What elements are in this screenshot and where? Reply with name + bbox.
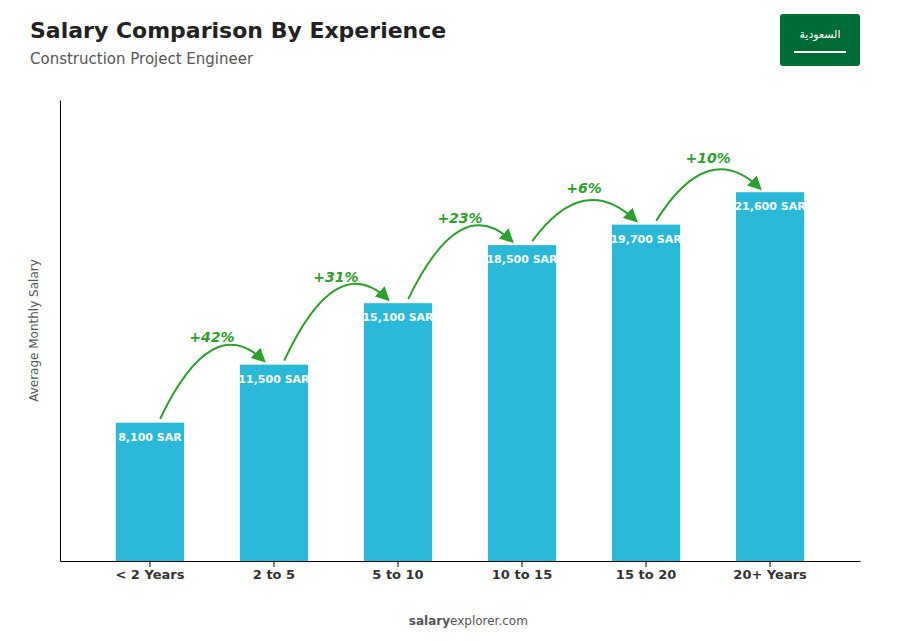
bar bbox=[240, 365, 308, 561]
marks bbox=[116, 169, 804, 561]
footer-bold: salary bbox=[409, 614, 450, 628]
badge: السعودية bbox=[780, 14, 860, 66]
bar bbox=[116, 423, 184, 561]
x-tick-label: < 2 Years bbox=[115, 567, 184, 582]
y-axis bbox=[60, 101, 61, 562]
x-tick-mark bbox=[273, 561, 274, 567]
change-label: +31% bbox=[313, 269, 358, 285]
badge-label: السعودية bbox=[799, 28, 840, 41]
x-tick: < 2 Years bbox=[115, 561, 184, 582]
title: Salary Comparison By Experience bbox=[30, 18, 446, 43]
data-label: 18,500 SAR bbox=[486, 253, 558, 266]
data-labels: 8,100 SAR 11,500 SAR 15,100 SAR 18,500 SAR 1… bbox=[118, 200, 806, 444]
badge-sword bbox=[794, 51, 846, 53]
data-label: 15,100 SAR bbox=[362, 311, 434, 324]
x-tick-mark bbox=[149, 561, 150, 567]
x-tick-mark bbox=[646, 561, 647, 567]
chart: < 2 Years 2 to 5 5 to 10 10 to 15 15 to 20 20… bbox=[0, 0, 900, 641]
y-axis-line bbox=[60, 101, 61, 562]
bar bbox=[364, 303, 432, 561]
footer-rest: explorer.com bbox=[450, 614, 528, 628]
change-label: +23% bbox=[437, 210, 482, 226]
x-tick-mark bbox=[522, 561, 523, 567]
x-tick: 5 to 10 bbox=[372, 561, 423, 582]
x-tick-label: 2 to 5 bbox=[253, 567, 295, 582]
data-label: 21,600 SAR bbox=[734, 200, 806, 213]
change-label: +6% bbox=[566, 180, 602, 196]
x-tick: 2 to 5 bbox=[253, 561, 295, 582]
bar bbox=[736, 192, 804, 561]
x-tick-label: 10 to 15 bbox=[492, 567, 552, 582]
bar bbox=[488, 245, 556, 561]
data-label: 11,500 SAR bbox=[238, 373, 310, 386]
plot: < 2 Years 2 to 5 5 to 10 10 to 15 15 to 20 20… bbox=[61, 101, 861, 583]
data-label: 19,700 SAR bbox=[610, 233, 682, 246]
x-tick: 10 to 15 bbox=[492, 561, 552, 582]
badge-background bbox=[780, 14, 860, 66]
x-tick-mark bbox=[770, 561, 771, 567]
x-tick-mark bbox=[397, 561, 398, 567]
x-tick-label: 15 to 20 bbox=[616, 567, 676, 582]
x-tick: 20+ Years bbox=[733, 561, 807, 582]
x-axis: < 2 Years 2 to 5 5 to 10 10 to 15 15 to 20 20… bbox=[61, 561, 861, 582]
data-label: 8,100 SAR bbox=[118, 431, 182, 444]
bar bbox=[612, 225, 680, 561]
x-tick: 15 to 20 bbox=[616, 561, 676, 582]
change-label: +42% bbox=[189, 329, 234, 345]
subtitle: Construction Project Engineer bbox=[30, 50, 254, 68]
x-axis-line bbox=[61, 561, 861, 562]
y-axis-title: Average Monthly Salary bbox=[27, 259, 41, 402]
x-tick-label: 5 to 10 bbox=[372, 567, 423, 582]
x-tick-label: 20+ Years bbox=[733, 567, 807, 582]
change-labels: +42% +31% +23% +6% +10% bbox=[189, 150, 730, 345]
change-label: +10% bbox=[685, 150, 730, 166]
